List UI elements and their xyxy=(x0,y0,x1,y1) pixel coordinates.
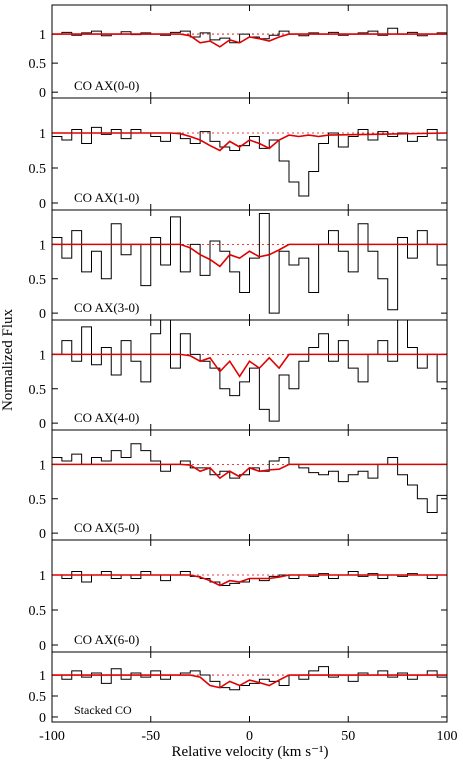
y-tick-label: 0.5 xyxy=(29,604,47,619)
panel-label: CO AX(4-0) xyxy=(74,410,139,425)
x-axis-label: Relative velocity (km s⁻¹) xyxy=(172,744,329,760)
model-line xyxy=(52,463,447,480)
model-line xyxy=(52,574,447,587)
flux-line xyxy=(52,126,447,197)
panel: 0 0.5 1 CO AX(5-0) xyxy=(29,429,448,542)
y-tick-label: 0.5 xyxy=(29,383,47,398)
y-tick-label: 1 xyxy=(39,669,46,684)
model-line xyxy=(52,353,447,378)
y-tick-label: 0.5 xyxy=(29,493,47,508)
panel-label: Stacked CO xyxy=(74,703,132,717)
flux-line xyxy=(52,320,447,422)
y-tick-label: 0 xyxy=(39,197,46,212)
panel: 0 0.5 1 CO AX(4-0) xyxy=(29,319,448,432)
flux-line xyxy=(52,27,447,44)
x-tick-label: 0 xyxy=(246,729,253,744)
y-tick-label: 0 xyxy=(39,417,46,432)
panel-label: CO AX(6-0) xyxy=(74,632,139,647)
panel: 0 0.5 1 -100 -50 0 50 100 Stacked CO xyxy=(29,651,458,744)
model-line xyxy=(52,243,447,268)
flux-line xyxy=(52,666,447,691)
y-tick-label: 0.5 xyxy=(29,690,47,705)
y-tick-label: 0 xyxy=(39,86,46,101)
x-tick-label: 100 xyxy=(437,729,458,744)
y-tick-label: 0.5 xyxy=(29,57,47,72)
panel: 0 0.5 1 CO AX(1-0) xyxy=(29,97,448,212)
x-tick-label: -100 xyxy=(39,729,65,744)
model-line xyxy=(52,132,447,152)
panel: 0 0.5 1 CO AX(6-0) xyxy=(29,539,448,654)
y-tick-label: 1 xyxy=(39,127,46,142)
y-tick-label: 1 xyxy=(39,238,46,253)
panel-frame xyxy=(51,651,448,723)
y-tick-label: 0 xyxy=(39,711,46,726)
y-tick-label: 1 xyxy=(39,458,46,473)
panel-label: CO AX(3-0) xyxy=(74,300,139,315)
panel: 0 0.5 1 CO AX(3-0) xyxy=(29,209,448,322)
y-tick-label: 0.5 xyxy=(29,273,47,288)
panel-label: CO AX(1-0) xyxy=(74,190,139,205)
panel-label: CO AX(5-0) xyxy=(74,520,139,535)
y-tick-label: 1 xyxy=(39,348,46,363)
flux-line xyxy=(52,571,447,586)
y-tick-label: 0 xyxy=(39,639,46,654)
y-tick-label: 0 xyxy=(39,307,46,322)
model-line xyxy=(52,33,447,48)
panel-label: CO AX(0-0) xyxy=(74,78,139,93)
flux-line xyxy=(52,212,447,314)
y-tick-label: 0.5 xyxy=(29,162,47,177)
y-tick-label: 1 xyxy=(39,28,46,43)
y-tick-label: 0 xyxy=(39,527,46,542)
x-tick-label: 50 xyxy=(341,729,355,744)
panel: 0 0.5 1 CO AX(0-0) xyxy=(29,4,448,101)
y-axis-label: Normalized Flux xyxy=(0,308,16,411)
flux-line xyxy=(52,443,447,513)
x-tick-label: -50 xyxy=(141,729,160,744)
model-line xyxy=(52,674,447,689)
y-tick-label: 1 xyxy=(39,569,46,584)
